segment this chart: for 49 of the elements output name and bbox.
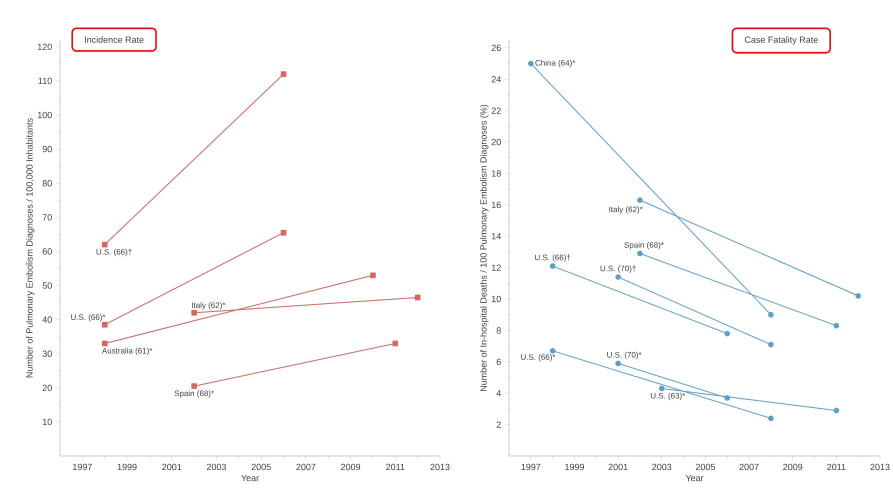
chart-title: Incidence Rate xyxy=(85,36,144,43)
x-tick-label: 2011 xyxy=(827,464,846,470)
y-tick-label: 8 xyxy=(496,327,501,334)
y-tick-label: 70 xyxy=(42,214,52,220)
y-tick-label: 6 xyxy=(496,358,501,365)
y-tick-label: 100 xyxy=(38,112,52,118)
x-tick-label: 1999 xyxy=(565,464,584,470)
x-tick-label: 2005 xyxy=(252,464,271,470)
x-tick-label: 2007 xyxy=(740,464,759,470)
y-tick-label: 26 xyxy=(492,44,501,52)
y-tick-label: 16 xyxy=(492,202,501,208)
y-axis-title: Number of In-hospital Deaths / 100 Pulmonary Embolism Diagnoses (%) xyxy=(480,104,488,392)
x-tick-label: 1999 xyxy=(118,464,137,470)
y-tick-label: 10 xyxy=(42,418,52,426)
x-axis-title: Year xyxy=(686,474,704,482)
y-tick-label: 4 xyxy=(496,390,501,396)
x-tick-label: 2011 xyxy=(386,464,404,470)
y-tick-label: 14 xyxy=(492,233,501,240)
x-tick-label: 2001 xyxy=(608,464,628,470)
y-tick-label: 22 xyxy=(492,108,501,114)
y-tick-label: 60 xyxy=(42,248,52,255)
x-tick-label: 2013 xyxy=(430,464,450,470)
x-tick-label: 1997 xyxy=(522,464,540,470)
x-tick-label: 2009 xyxy=(783,464,802,470)
y-tick-label: 12 xyxy=(492,264,501,271)
y-tick-label: 10 xyxy=(492,296,501,302)
y-tick-label: 40 xyxy=(42,316,52,323)
y-tick-label: 80 xyxy=(42,180,52,186)
y-tick-label: 20 xyxy=(42,384,52,391)
y-axis-title: Number of Pulmonary Embolism Diagnoses / 100,000 Inhabitants xyxy=(26,118,34,378)
x-axis-title: Year xyxy=(241,474,259,482)
y-tick-label: 18 xyxy=(492,170,501,177)
x-tick-label: 2001 xyxy=(162,464,182,470)
y-tick-label: 2 xyxy=(496,421,501,428)
y-tick-label: 120 xyxy=(38,44,52,50)
y-tick-label: 50 xyxy=(42,282,52,289)
x-tick-label: 2003 xyxy=(652,464,672,470)
y-tick-label: 110 xyxy=(38,78,52,84)
y-tick-label: 30 xyxy=(42,350,52,357)
x-tick-label: 2003 xyxy=(206,464,226,470)
x-tick-label: 2005 xyxy=(696,464,716,470)
y-tick-label: 90 xyxy=(42,146,52,152)
y-tick-label: 20 xyxy=(492,138,501,146)
y-tick-label: 24 xyxy=(492,76,501,82)
x-tick-label: 2009 xyxy=(341,464,360,470)
x-tick-label: 1997 xyxy=(73,464,92,470)
x-tick-label: 2013 xyxy=(870,464,890,470)
x-tick-label: 2007 xyxy=(296,464,316,470)
chart-title: Case Fatality Rate xyxy=(744,36,818,45)
